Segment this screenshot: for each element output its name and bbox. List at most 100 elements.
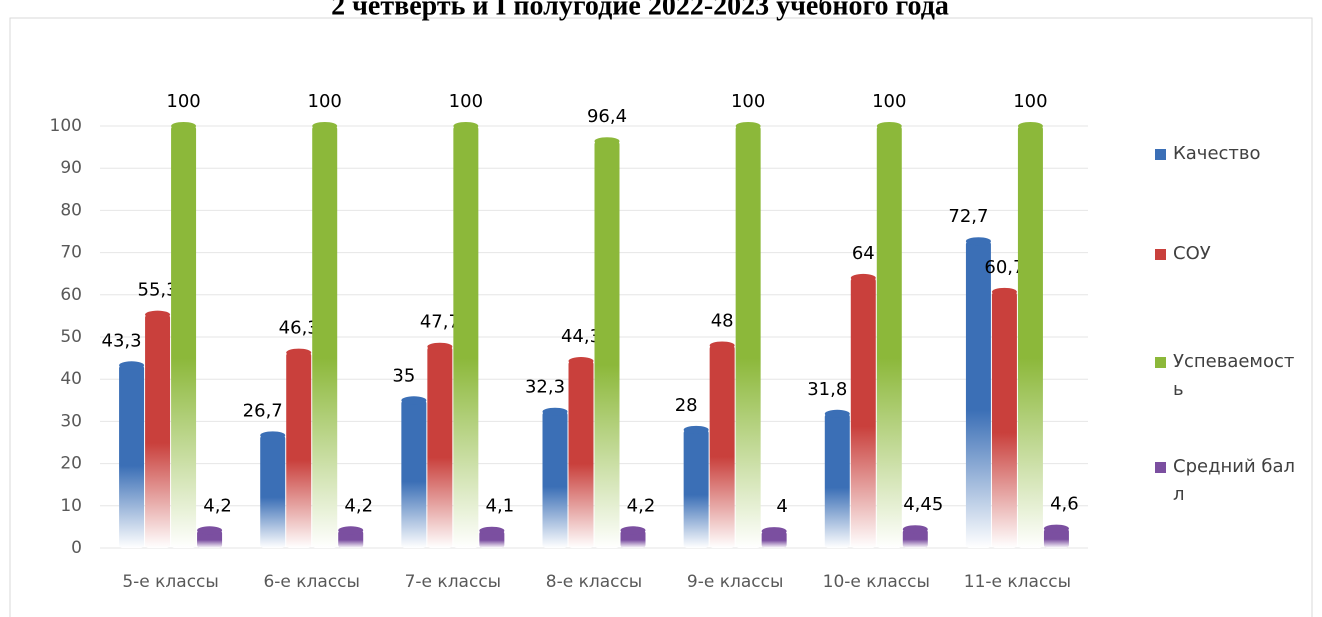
bar <box>427 346 453 548</box>
bar-cap <box>761 527 787 536</box>
y-tick-label: 20 <box>60 454 82 474</box>
value-label: 4,1 <box>486 496 515 517</box>
y-tick-label: 70 <box>60 243 82 263</box>
value-label: 48 <box>711 310 734 331</box>
bar <box>965 241 991 548</box>
value-label: 47,7 <box>420 312 460 333</box>
value-label: 4,45 <box>903 494 943 515</box>
legend-item: Успеваемость <box>1155 348 1303 404</box>
x-tick-label: 5-е классы <box>122 572 218 592</box>
bar <box>312 126 338 548</box>
bar-cap <box>1017 122 1043 130</box>
y-tick-label: 60 <box>60 285 82 305</box>
value-label: 31,8 <box>807 379 847 400</box>
value-label: 46,3 <box>279 318 319 339</box>
bar <box>683 429 709 548</box>
legend-label: Успеваемость <box>1173 351 1295 400</box>
legend-swatch <box>1155 249 1166 260</box>
value-label: 4,6 <box>1050 494 1079 515</box>
bar-cap <box>542 407 568 416</box>
value-label: 100 <box>166 91 200 112</box>
bar <box>453 126 479 548</box>
bar <box>620 530 646 548</box>
bar <box>824 413 850 548</box>
bar-cap <box>338 526 364 535</box>
bar <box>171 126 197 548</box>
legend-item: Средний балл <box>1155 453 1303 509</box>
bar-cap <box>709 341 735 350</box>
y-tick-label: 80 <box>60 200 82 220</box>
value-label: 44,3 <box>561 326 601 347</box>
bar-cap <box>197 526 223 535</box>
y-tick-label: 30 <box>60 411 82 431</box>
bar <box>260 435 286 548</box>
bar <box>594 141 620 548</box>
bar-cap <box>260 431 286 440</box>
legend-label: Средний балл <box>1173 456 1296 505</box>
bar <box>286 352 312 548</box>
bar-cap <box>991 287 1017 296</box>
bar <box>119 365 145 548</box>
bar <box>1017 126 1043 548</box>
bar <box>542 411 568 548</box>
bar <box>338 530 364 548</box>
bar <box>761 531 787 548</box>
value-label: 55,3 <box>138 280 178 301</box>
bar <box>991 291 1017 548</box>
y-tick-label: 10 <box>60 496 82 516</box>
bar <box>197 530 223 548</box>
bar <box>850 277 876 548</box>
value-label: 60,7 <box>984 257 1024 278</box>
y-tick-label: 50 <box>60 327 82 347</box>
bar-cap <box>850 273 876 282</box>
x-tick-label: 10-е классы <box>823 572 930 592</box>
legend-swatch <box>1155 462 1166 473</box>
bar-cap <box>620 526 646 535</box>
value-label: 100 <box>872 91 906 112</box>
legend-swatch <box>1155 149 1166 160</box>
value-label: 100 <box>731 91 765 112</box>
bar-cap <box>453 122 479 130</box>
value-label: 43,3 <box>102 330 142 351</box>
x-tick-label: 9-е классы <box>687 572 783 592</box>
value-label: 35 <box>392 365 415 386</box>
legend-label: Качество <box>1173 143 1261 164</box>
bar-cap <box>735 122 761 130</box>
x-tick-label: 6-е классы <box>263 572 359 592</box>
value-label: 28 <box>675 395 698 416</box>
bar-cap <box>145 310 171 319</box>
legend-item: Качество <box>1155 140 1303 168</box>
bar-cap <box>902 525 928 534</box>
bar-cap <box>427 342 453 351</box>
bar <box>479 530 505 548</box>
bar-cap <box>171 122 197 130</box>
y-tick-label: 100 <box>50 116 82 136</box>
bar-cap <box>568 357 594 366</box>
value-label: 32,3 <box>525 377 565 398</box>
bar-cap <box>119 361 145 370</box>
bar-cap <box>1043 524 1069 533</box>
bar-cap <box>479 526 505 535</box>
bar <box>568 361 594 548</box>
chart-title: 2 четверть и I полугодие 2022-2023 учебн… <box>331 0 949 21</box>
chart-border <box>9 17 1313 617</box>
bar <box>1043 528 1069 548</box>
value-label: 100 <box>308 91 342 112</box>
bar <box>902 529 928 548</box>
value-label: 4,2 <box>203 495 232 516</box>
legend-swatch <box>1155 357 1166 368</box>
bar-cap <box>594 137 620 146</box>
legend-label: СОУ <box>1173 243 1211 264</box>
y-tick-label: 0 <box>71 538 82 558</box>
bar-cap <box>876 122 902 130</box>
bar <box>735 126 761 548</box>
bar <box>709 345 735 548</box>
value-label: 4 <box>776 496 787 517</box>
value-label: 96,4 <box>587 106 627 127</box>
bar <box>145 314 171 548</box>
value-label: 64 <box>852 243 875 264</box>
legend-item: СОУ <box>1155 240 1303 268</box>
bar-cap <box>286 348 312 357</box>
bar-cap <box>824 409 850 418</box>
